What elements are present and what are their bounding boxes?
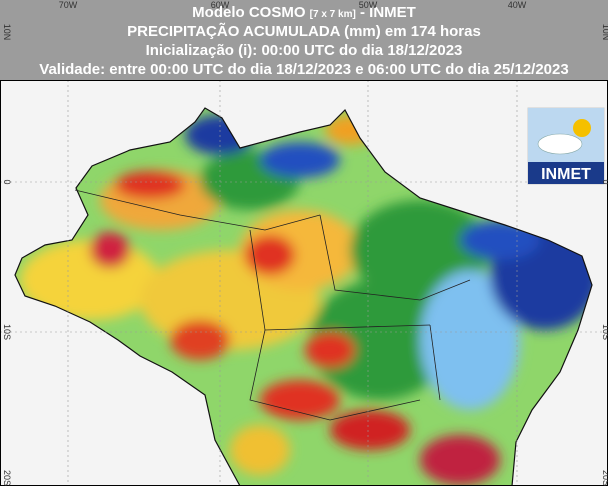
header-band xyxy=(0,0,608,80)
lon-label: 60W xyxy=(211,0,230,10)
lat-label: 20S xyxy=(2,470,12,486)
header-line-1: Modelo COSMO [7 x 7 km] - INMET xyxy=(192,4,416,21)
header-line-2: PRECIPITAÇÃO ACUMULADA (mm) em 174 horas xyxy=(127,22,481,40)
lon-label: 70W xyxy=(59,0,78,10)
lat-label: 20S xyxy=(601,470,608,486)
header-line-3: Inicialização (i): 00:00 UTC do dia 18/1… xyxy=(146,42,463,59)
logo-text: INMET xyxy=(541,166,591,183)
lat-label: 10S xyxy=(2,324,12,340)
model: Modelo COSMO xyxy=(192,4,306,21)
logo: INMET xyxy=(527,107,605,185)
country-border xyxy=(14,107,593,486)
lon-label: 50W xyxy=(359,0,378,10)
lat-label: 10S xyxy=(601,324,608,340)
lat-label: 10N xyxy=(2,24,12,41)
state-borders xyxy=(74,189,471,421)
header-line-4: Validade: entre 00:00 UTC do dia 18/12/2… xyxy=(39,61,568,78)
lat-label: 0 xyxy=(2,179,12,184)
source: - INMET xyxy=(360,4,416,21)
resolution: [7 x 7 km] xyxy=(310,9,356,20)
lat-label: 10N xyxy=(601,24,608,41)
graticule xyxy=(0,80,608,486)
lat-label: 0 xyxy=(601,179,608,184)
lon-label: 40W xyxy=(508,0,527,10)
